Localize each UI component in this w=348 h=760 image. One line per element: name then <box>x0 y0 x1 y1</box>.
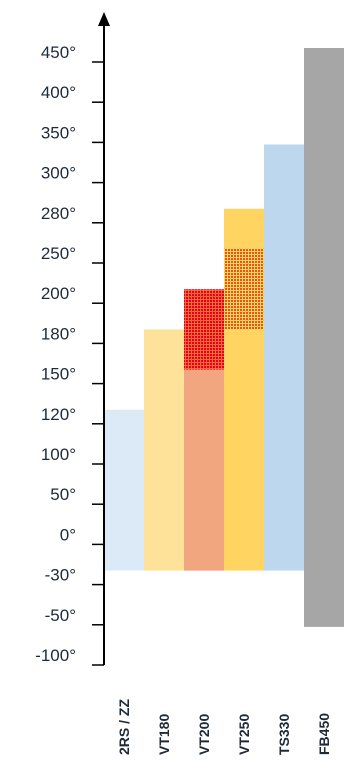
bar-vt200 <box>184 369 224 571</box>
y-tick-label: 350° <box>41 123 76 142</box>
category-label: VT180 <box>156 714 172 755</box>
y-tick-label: 180° <box>41 324 76 343</box>
peak-bar-vt250 <box>224 249 264 330</box>
y-tick-label: -30° <box>45 566 76 585</box>
y-tick-label: 150° <box>41 365 76 384</box>
axis-arrow-icon <box>98 12 110 26</box>
bar-fb450 <box>304 48 344 627</box>
y-tick-label: 0° <box>60 525 76 544</box>
category-label: FB450 <box>316 713 332 755</box>
category-label: VT250 <box>236 714 252 755</box>
category-label: TS330 <box>276 714 292 755</box>
peak-bar-vt200 <box>184 289 224 370</box>
category-label: VT200 <box>196 714 212 755</box>
y-tick-label: 280° <box>41 204 76 223</box>
bars-layer <box>104 48 344 627</box>
y-tick-label: 400° <box>41 83 76 102</box>
y-tick-label: 120° <box>41 405 76 424</box>
bar-ts330 <box>264 144 304 571</box>
y-tick-label: -50° <box>45 606 76 625</box>
bar-vt180 <box>144 329 184 571</box>
y-tick-label: 50° <box>50 485 76 504</box>
y-tick-label: 300° <box>41 164 76 183</box>
bar-2rs-zz <box>104 409 144 571</box>
category-labels: 2RS / ZZ VT180 VT200 VT250 TS330 FB450 <box>116 699 332 755</box>
y-tick-label: 100° <box>41 445 76 464</box>
y-tick-label: -100° <box>35 646 76 665</box>
y-axis: 450° 400° 350° 300° 280° 250° 200° 180° 150° 120°… <box>35 12 110 666</box>
category-label: 2RS / ZZ <box>116 699 132 755</box>
y-tick-label: 450° <box>41 43 76 62</box>
y-tick-label: 250° <box>41 244 76 263</box>
y-tick-label: 200° <box>41 284 76 303</box>
